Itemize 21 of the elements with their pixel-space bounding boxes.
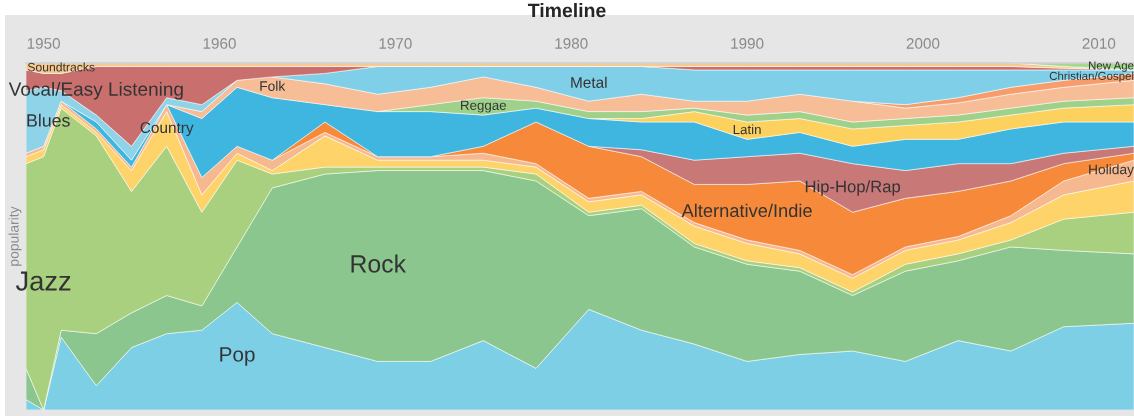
series-label: Country [140, 122, 194, 137]
x-tick-label: 1980 [555, 38, 588, 49]
series-label: Hip-Hop/Rap [805, 180, 901, 196]
series-label: Reggae [461, 100, 506, 113]
series-label: Metal [571, 76, 607, 88]
y-axis-title: popularity [8, 206, 22, 266]
x-tick-label: 1950 [27, 38, 60, 49]
series-label: Pop [220, 347, 255, 366]
x-tick-label: 2010 [1082, 38, 1116, 49]
series-label: New Age [1089, 61, 1134, 72]
chart-title: Timeline [527, 3, 606, 18]
x-tick-label: 2000 [906, 38, 940, 49]
series-label: Alternative/Indie [681, 203, 812, 218]
series-label: Holiday [1089, 164, 1134, 177]
x-tick-label: 1990 [731, 38, 764, 49]
x-tick-label: 1960 [203, 38, 236, 49]
x-tick-label: 1970 [379, 38, 412, 49]
series-label: Latin [733, 124, 761, 135]
series-label: Rock [351, 254, 407, 273]
series-label: Soundtracks [27, 62, 95, 72]
series-label: Folk [260, 80, 286, 91]
